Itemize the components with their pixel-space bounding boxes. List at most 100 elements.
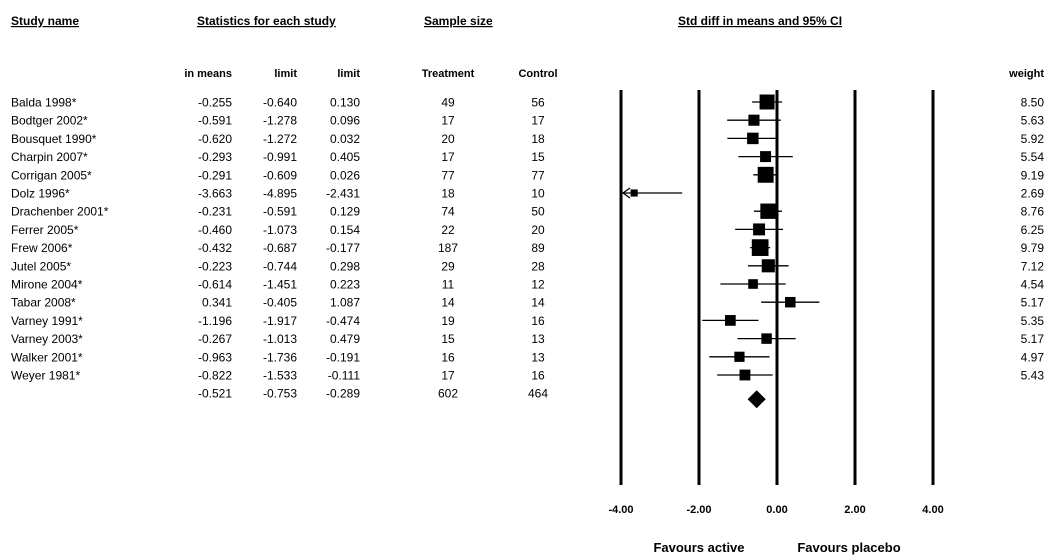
std-diff-value: -0.231 — [198, 205, 232, 219]
header-ci: Std diff in means and 95% CI — [678, 14, 842, 28]
study-name: Ferrer 2005* — [11, 223, 79, 237]
std-diff-value: -1.196 — [198, 314, 232, 328]
control-n: 14 — [531, 296, 545, 310]
lower-limit-value: -1.073 — [263, 223, 297, 237]
favours-placebo-label: Favours placebo — [797, 540, 900, 555]
upper-limit-value: -0.177 — [326, 241, 360, 255]
study-name: Balda 1998* — [11, 96, 77, 110]
study-estimate-square — [753, 223, 766, 236]
subheader-means: in means — [184, 68, 232, 80]
treatment-n: 18 — [441, 187, 455, 201]
study-estimate-square — [761, 333, 772, 344]
study-estimate-square — [785, 296, 796, 308]
control-n: 50 — [531, 205, 545, 219]
summary-upper-limit: -0.289 — [326, 387, 360, 401]
std-diff-value: -0.620 — [198, 132, 232, 146]
treatment-n: 77 — [441, 168, 455, 182]
lower-limit-value: -0.687 — [263, 241, 297, 255]
study-name: Mirone 2004* — [11, 278, 83, 292]
ci-marks — [619, 90, 935, 485]
favours-active-label: Favours active — [653, 540, 744, 555]
study-estimate-square — [630, 189, 638, 197]
lower-limit-value: -0.744 — [263, 259, 297, 273]
summary-control-n: 464 — [528, 387, 548, 401]
lower-limit-value: -0.405 — [263, 296, 297, 310]
treatment-n: 74 — [441, 205, 455, 219]
std-diff-value: -0.291 — [198, 168, 232, 182]
lower-limit-value: -1.533 — [263, 369, 297, 383]
lower-limit-value: -4.895 — [263, 187, 297, 201]
study-estimate-square — [739, 369, 751, 381]
subheader-lower: limit — [274, 68, 297, 80]
study-name: Varney 1991* — [11, 314, 83, 328]
lower-limit-value: -1.272 — [263, 132, 297, 146]
std-diff-value: 0.341 — [202, 296, 232, 310]
upper-limit-value: 0.026 — [330, 168, 360, 182]
weight-value: 4.54 — [1021, 278, 1045, 292]
study-estimate-square — [760, 203, 776, 219]
study-estimate-square — [757, 166, 774, 183]
upper-limit-value: 0.129 — [330, 205, 360, 219]
control-n: 77 — [531, 168, 545, 182]
weight-value: 5.54 — [1021, 150, 1045, 164]
study-name: Weyer 1981* — [11, 369, 80, 383]
upper-limit-value: -0.111 — [328, 369, 361, 383]
weight-value: 4.97 — [1021, 350, 1045, 364]
study-estimate-square — [748, 114, 760, 126]
lower-limit-value: -0.609 — [263, 168, 297, 182]
weight-value: 5.63 — [1021, 114, 1045, 128]
lower-limit-value: -0.591 — [263, 205, 297, 219]
study-name: Corrigan 2005* — [11, 168, 92, 182]
lower-limit-value: -0.640 — [263, 96, 297, 110]
x-tick-label: 4.00 — [922, 504, 943, 516]
subheader-control: Control — [518, 68, 557, 80]
lower-limit-value: -1.451 — [263, 278, 297, 292]
weight-value: 5.17 — [1021, 332, 1045, 346]
study-name: Bodtger 2002* — [11, 114, 88, 128]
study-name: Bousquet 1990* — [11, 132, 97, 146]
upper-limit-value: 0.479 — [330, 332, 360, 346]
study-name: Jutel 2005* — [11, 259, 71, 273]
treatment-n: 20 — [441, 132, 455, 146]
summary-diamond — [747, 390, 766, 409]
x-axis-ticks: -4.00 -2.00 0.00 2.00 4.00 — [608, 504, 943, 516]
std-diff-value: -0.255 — [198, 96, 232, 110]
upper-limit-value: 0.032 — [330, 132, 360, 146]
upper-limit-value: -0.474 — [326, 314, 360, 328]
control-n: 18 — [531, 132, 545, 146]
summary-std-diff: -0.521 — [198, 387, 232, 401]
std-diff-value: -0.460 — [198, 223, 232, 237]
subheader-upper: limit — [337, 68, 360, 80]
lower-limit-value: -1.278 — [263, 114, 297, 128]
study-estimate-square — [751, 239, 769, 256]
header-study-name: Study name — [11, 14, 79, 28]
weight-value: 6.25 — [1021, 223, 1045, 237]
weight-value: 9.79 — [1021, 241, 1045, 255]
upper-limit-value: -0.191 — [326, 350, 360, 364]
study-name: Walker 2001* — [11, 350, 83, 364]
treatment-n: 187 — [438, 241, 458, 255]
weight-value: 5.92 — [1021, 132, 1045, 146]
control-n: 56 — [531, 96, 545, 110]
std-diff-value: -3.663 — [198, 187, 232, 201]
treatment-n: 14 — [441, 296, 455, 310]
study-name: Dolz 1996* — [11, 187, 70, 201]
weight-value: 5.43 — [1021, 369, 1045, 383]
treatment-n: 11 — [442, 278, 455, 292]
treatment-n: 17 — [441, 369, 455, 383]
control-n: 28 — [531, 259, 545, 273]
control-n: 16 — [531, 314, 545, 328]
study-estimate-square — [760, 151, 772, 163]
treatment-n: 16 — [441, 350, 455, 364]
control-n: 17 — [531, 114, 545, 128]
study-name: Drachenber 2001* — [11, 205, 109, 219]
control-n: 13 — [531, 350, 545, 364]
study-estimate-square — [748, 279, 758, 289]
treatment-n: 17 — [441, 114, 455, 128]
study-name: Charpin 2007* — [11, 150, 88, 164]
x-tick-label: -2.00 — [686, 504, 711, 516]
weight-value: 2.69 — [1021, 187, 1045, 201]
study-name: Tabar 2008* — [11, 296, 76, 310]
treatment-n: 15 — [441, 332, 455, 346]
